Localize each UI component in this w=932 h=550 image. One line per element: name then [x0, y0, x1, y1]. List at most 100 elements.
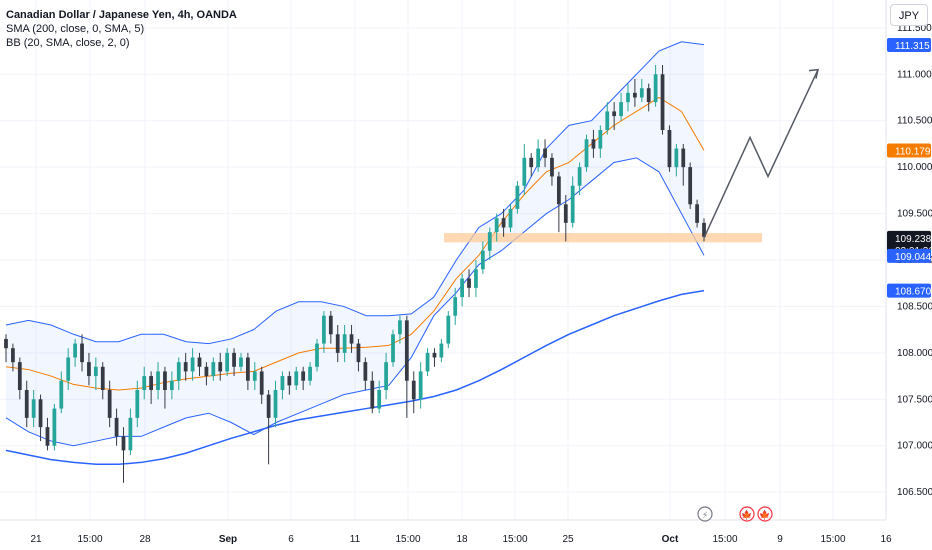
- candle-body: [536, 148, 541, 168]
- candle-body: [204, 366, 209, 377]
- price-tick-label: 110.000: [897, 162, 932, 173]
- candle-body: [87, 362, 91, 377]
- candle-body: [80, 343, 84, 363]
- candle-body: [391, 334, 395, 363]
- candle-body: [591, 139, 596, 149]
- candle-body: [411, 380, 416, 400]
- candle-body: [190, 357, 195, 372]
- candle-body: [59, 380, 64, 409]
- candle-body: [363, 362, 368, 381]
- price-tag: [887, 283, 931, 298]
- ca-flag-icon[interactable]: 🍁: [739, 506, 755, 522]
- candle-body: [577, 167, 582, 186]
- bb-upper-line: [5, 41, 705, 345]
- candle-body: [163, 371, 167, 390]
- symbol-title[interactable]: Canadian Dollar / Japanese Yen, 4h, OAND…: [6, 9, 237, 21]
- earnings-icon[interactable]: ⚡: [697, 506, 713, 522]
- candle-body: [398, 320, 402, 335]
- ca-flag-icon-2[interactable]: 🍁: [757, 506, 773, 522]
- price-tick-label: 106.500: [897, 487, 932, 498]
- price-tick-label: 110.500: [897, 116, 932, 127]
- price-tag-label: 109.238: [895, 234, 932, 245]
- projection-path: [703, 69, 819, 239]
- candle-body: [252, 371, 257, 381]
- candle-body: [425, 352, 430, 372]
- candle-body: [460, 278, 465, 298]
- sma-legend[interactable]: SMA (200, close, 0, SMA, 5): [6, 23, 145, 35]
- time-tick-label: 25: [562, 534, 574, 545]
- candle-body: [197, 357, 202, 367]
- price-tag: [887, 248, 931, 263]
- candle-body: [432, 352, 437, 358]
- price-tick-label: 111.500: [897, 23, 932, 34]
- time-tick-label: Sep: [219, 534, 237, 545]
- svg-text:🍁: 🍁: [741, 509, 752, 521]
- time-tick-label: 11: [350, 534, 361, 545]
- candle-body: [660, 74, 665, 130]
- time-tick-label: 16: [880, 534, 892, 545]
- candle-body: [93, 366, 98, 377]
- candle-body: [598, 130, 603, 149]
- candle-body: [315, 343, 319, 367]
- candle-body: [633, 92, 637, 98]
- candle-body: [114, 417, 119, 437]
- candle-body: [384, 362, 388, 390]
- candle-body: [342, 334, 347, 353]
- candle-body: [439, 343, 444, 358]
- time-tick-label: 9: [777, 534, 783, 545]
- candle-body: [266, 394, 271, 418]
- chart-legend: Canadian Dollar / Japanese Yen, 4h, OAND…: [6, 8, 237, 50]
- time-tick-label: 28: [139, 534, 151, 545]
- candle-body: [128, 417, 133, 451]
- candle-body: [404, 320, 409, 381]
- candle-body: [169, 380, 174, 390]
- candle-body: [674, 148, 679, 168]
- candle-body: [239, 357, 243, 367]
- price-tag-label: 109.044: [895, 252, 932, 263]
- candle-body: [467, 278, 471, 288]
- candle-body: [619, 102, 623, 117]
- candle-body: [66, 357, 71, 381]
- candle-body: [287, 376, 292, 386]
- sma200-line: [5, 289, 705, 466]
- candle-body: [349, 334, 354, 344]
- candle-body: [446, 315, 451, 344]
- candle-body: [45, 427, 50, 446]
- svg-text:⚡: ⚡: [702, 511, 708, 521]
- candle-body: [494, 218, 499, 233]
- candle-body: [681, 148, 686, 168]
- currency-button[interactable]: JPY: [890, 4, 928, 26]
- candle-body: [211, 362, 216, 377]
- projection-arrowhead: [808, 68, 819, 79]
- candle-body: [563, 204, 568, 223]
- candle-body: [550, 157, 554, 177]
- time-tick-label: 15:00: [820, 534, 845, 545]
- time-tick-label: 21: [30, 534, 42, 545]
- candle-body: [570, 185, 575, 223]
- price-tag-label: 108.670: [895, 287, 932, 298]
- candle-body: [556, 176, 561, 205]
- time-tick-label: 15:00: [712, 534, 737, 545]
- candle-body: [107, 390, 112, 418]
- candle-body: [480, 250, 485, 270]
- candle-body: [4, 338, 8, 349]
- price-tick-label: 108.000: [897, 348, 932, 359]
- candle-body: [218, 362, 223, 372]
- support-zone: [444, 233, 762, 243]
- candle-body: [702, 222, 706, 237]
- candle-body: [38, 399, 43, 428]
- candle-body: [273, 390, 278, 418]
- candle-body: [335, 334, 340, 353]
- candle-body: [370, 380, 375, 409]
- candle-body: [543, 148, 547, 158]
- candle-body: [156, 371, 160, 390]
- candle-body: [453, 297, 458, 316]
- candle-body: [259, 371, 264, 395]
- candle-body: [501, 218, 506, 228]
- bb-legend[interactable]: BB (20, SMA, close, 2, 0): [6, 37, 130, 49]
- candle-body: [377, 390, 382, 409]
- price-tag-label: 111.315: [895, 41, 930, 52]
- candle-body: [280, 376, 285, 390]
- candle-body: [508, 208, 513, 228]
